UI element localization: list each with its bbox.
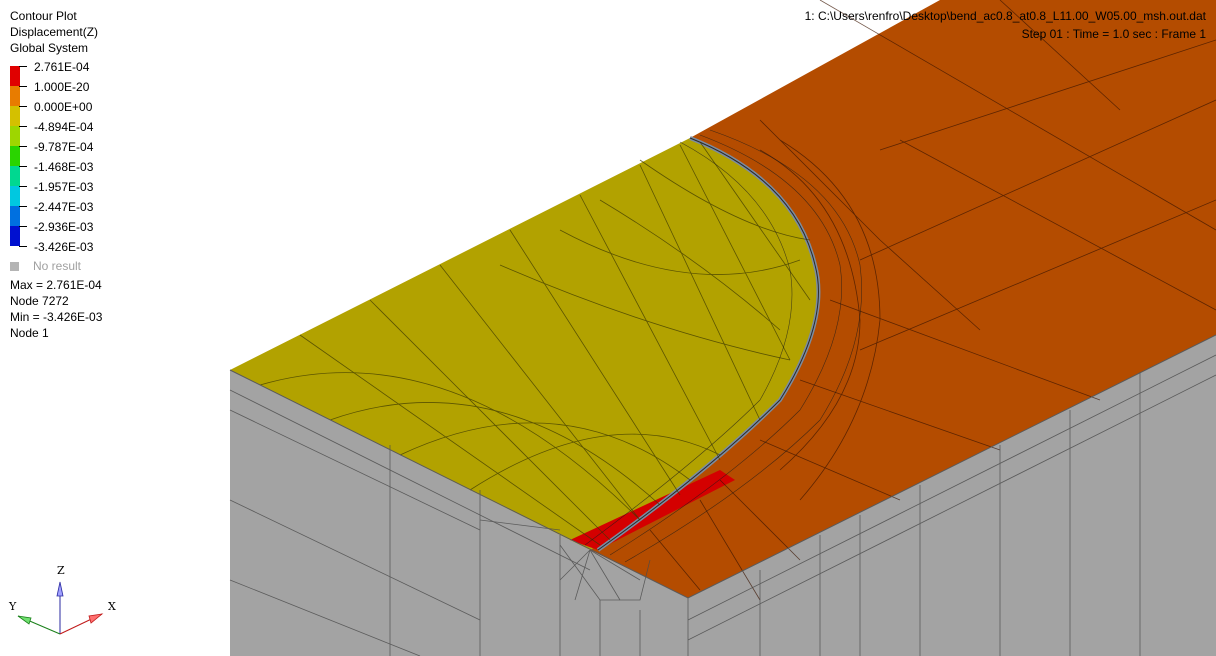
- no-result-label: No result: [33, 259, 82, 273]
- scale-level-label: -3.426E-03: [34, 240, 94, 254]
- scale-tick: [19, 186, 27, 187]
- scale-level-label: -4.894E-04: [34, 120, 94, 134]
- scale-tick: [19, 226, 27, 227]
- scale-swatch: [10, 226, 20, 246]
- triad-y-label: Y: [8, 600, 17, 613]
- no-result-legend: No result: [10, 259, 81, 273]
- scale-swatch: [10, 106, 20, 126]
- result-type-label: Displacement(Z): [10, 25, 99, 39]
- scale-level-label: -2.447E-03: [34, 200, 94, 214]
- scale-tick: [19, 66, 27, 67]
- max-value: Max = 2.761E-04: [10, 278, 102, 292]
- scale-swatch: [10, 206, 20, 226]
- min-value: Min = -3.426E-03: [10, 310, 103, 324]
- contour-legend-header: Contour Plot Displacement(Z) Global Syst…: [10, 8, 98, 56]
- triad-x-arrow-icon: [88, 613, 104, 624]
- mesh-orange: [649, 0, 1216, 601]
- scale-swatch: [10, 146, 20, 166]
- triad-x-label: X: [108, 600, 116, 613]
- coordinate-system-label: Global System: [10, 41, 89, 55]
- crack-front-edge: [597, 137, 819, 551]
- scale-swatch: [10, 66, 20, 86]
- triad-z-arrow-icon: [56, 581, 64, 597]
- scale-level-label: -2.936E-03: [34, 220, 94, 234]
- scale-swatch: [10, 186, 20, 206]
- scale-level-label: -1.468E-03: [34, 160, 94, 174]
- model-top-front-edge: [229, 334, 1216, 599]
- triad-z-label: Z: [57, 564, 65, 577]
- scale-tick: [19, 86, 27, 87]
- mesh-crack-ring: [584, 129, 862, 563]
- model-side-face: [230, 335, 1216, 656]
- scale-level-label: 2.761E-04: [34, 60, 90, 74]
- axis-triad: Z Y X: [8, 564, 116, 635]
- min-node: Node 1: [10, 326, 49, 340]
- scale-swatch: [10, 86, 20, 106]
- no-result-swatch: [10, 262, 19, 271]
- mesh-yellow: [259, 141, 811, 546]
- scale-level-label: 1.000E-20: [34, 80, 90, 94]
- contour-stats: Max = 2.761E-04 Node 7272 Min = -3.426E-…: [10, 277, 102, 341]
- model-top-face-orange: [590, 0, 1216, 598]
- triad-y-arrow-icon: [17, 615, 32, 625]
- scale-tick: [19, 106, 27, 107]
- scale-tick: [19, 146, 27, 147]
- scale-level-label: -9.787E-04: [34, 140, 94, 154]
- scale-swatch: [10, 166, 20, 186]
- scale-level-label: -1.957E-03: [34, 180, 94, 194]
- scale-tick: [19, 246, 27, 247]
- model-file-path: 1: C:\Users\renfro\Desktop\bend_ac0.8_at…: [804, 9, 1206, 23]
- mesh-side: [229, 354, 1216, 656]
- scale-level-label: 0.000E+00: [34, 100, 93, 114]
- scale-tick: [19, 126, 27, 127]
- scale-swatch: [10, 126, 20, 146]
- scale-tick: [19, 166, 27, 167]
- step-time-frame: Step 01 : Time = 1.0 sec : Frame 1: [1021, 27, 1206, 41]
- scale-tick: [19, 206, 27, 207]
- max-node: Node 7272: [10, 294, 69, 308]
- model-info-header: 1: C:\Users\renfro\Desktop\bend_ac0.8_at…: [805, 7, 1206, 43]
- model-top-face-yellow: [230, 138, 819, 550]
- plot-type-label: Contour Plot: [10, 9, 77, 23]
